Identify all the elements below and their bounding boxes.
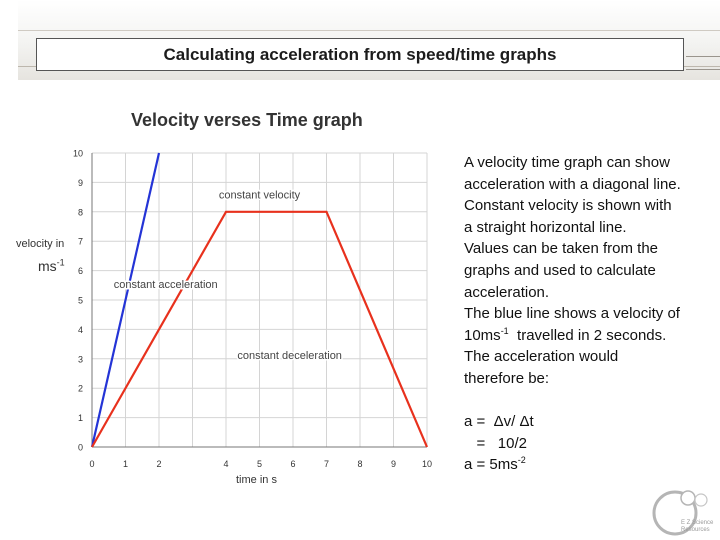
series-line-0 bbox=[90, 152, 161, 448]
text-line: graphs and used to calculate bbox=[464, 261, 656, 279]
x-tick-label: 0 bbox=[89, 459, 94, 469]
x-tick-label: 2 bbox=[156, 459, 161, 469]
text-line: Values can be taken from the bbox=[464, 240, 659, 258]
header-decoration bbox=[686, 56, 720, 70]
x-tick-label: 8 bbox=[357, 459, 362, 469]
y-tick-label: 5 bbox=[78, 296, 83, 306]
ez-science-logo-icon bbox=[652, 490, 708, 536]
velocity-line: 10ms-1 travelled in 2 seconds. bbox=[464, 325, 667, 344]
y-tick-label: 6 bbox=[78, 266, 83, 276]
y-tick-label: 7 bbox=[78, 237, 83, 247]
y-tick-label: 10 bbox=[73, 149, 83, 159]
y-axis-label: velocity in bbox=[16, 238, 65, 250]
annotation-label: constant acceleration bbox=[114, 279, 218, 291]
x-tick-label: 6 bbox=[290, 459, 295, 469]
equation-line-3: a = 5ms-2 bbox=[464, 455, 526, 474]
x-tick-label: 7 bbox=[324, 459, 329, 469]
slide-title: Calculating acceleration from speed/time… bbox=[36, 38, 684, 71]
equation-line-2: = 10/2 bbox=[464, 434, 527, 452]
y-tick-label: 8 bbox=[78, 207, 83, 217]
annotation-label: constant deceleration bbox=[237, 350, 342, 362]
y-tick-label: 3 bbox=[78, 354, 83, 364]
y-tick-label: 2 bbox=[78, 384, 83, 394]
text-line: A velocity time graph can show bbox=[464, 154, 670, 171]
text-line: Constant velocity is shown with bbox=[464, 197, 672, 215]
x-tick-label: 5 bbox=[257, 459, 262, 469]
x-tick-label: 10 bbox=[422, 459, 432, 469]
y-tick-label: 1 bbox=[78, 413, 83, 423]
header-divider-top bbox=[18, 30, 720, 31]
text-line: The blue line shows a velocity of bbox=[464, 305, 680, 323]
x-tick-label: 9 bbox=[391, 459, 396, 469]
text-line: therefore be: bbox=[464, 369, 550, 387]
y-tick-label: 0 bbox=[78, 443, 83, 453]
x-tick-label: 1 bbox=[123, 459, 128, 469]
text-line: acceleration. bbox=[464, 283, 550, 301]
text-line: The acceleration would bbox=[464, 348, 619, 366]
text-line: acceleration with a diagonal line. bbox=[464, 175, 681, 193]
y-axis-unit: ms-1 bbox=[38, 257, 65, 274]
chart-title: Velocity verses Time graph bbox=[131, 110, 363, 130]
text-line: a straight horizontal line. bbox=[464, 218, 627, 236]
x-tick-label: 4 bbox=[223, 459, 228, 469]
series-line-1 bbox=[91, 210, 429, 448]
equation-line-1: a = Δv/ Δt bbox=[464, 413, 534, 431]
y-tick-label: 4 bbox=[78, 325, 83, 335]
y-tick-label: 9 bbox=[78, 178, 83, 188]
explanation-panel: A velocity time graph can show accelerati… bbox=[464, 152, 714, 476]
logo-text: E Z Science Resources bbox=[681, 520, 714, 533]
annotation-label: constant velocity bbox=[219, 190, 301, 202]
x-axis-label: time in s bbox=[236, 474, 277, 486]
